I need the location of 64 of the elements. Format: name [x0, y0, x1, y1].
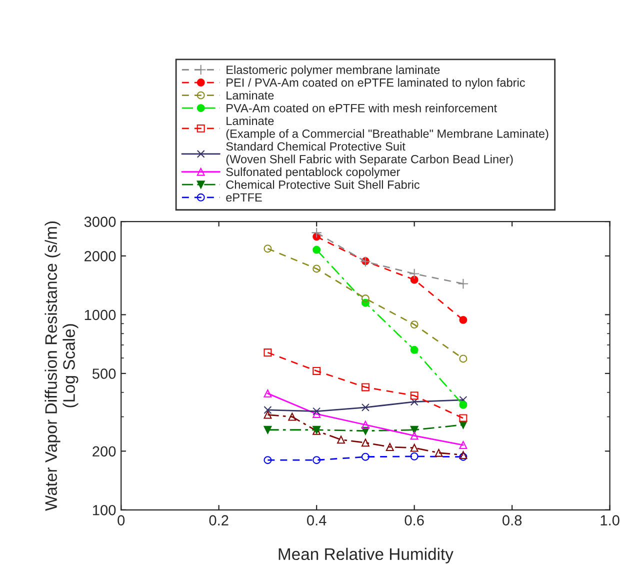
point: [410, 346, 418, 354]
y-tick-label: 2000: [84, 251, 116, 262]
legend-label: PVA-Am coated on ePTFE with mesh reinforcement: [226, 104, 497, 112]
y-tick-label: 200: [92, 446, 116, 457]
point: [361, 438, 370, 447]
point: [459, 400, 468, 409]
point: [264, 426, 272, 434]
point: [361, 294, 370, 303]
point: [361, 383, 370, 392]
x-tick-label: 0.6: [404, 515, 424, 526]
point: [264, 456, 272, 464]
point: [410, 398, 418, 406]
point: [264, 389, 272, 398]
point: [312, 246, 321, 254]
point: [264, 244, 272, 253]
point: [459, 396, 468, 404]
point: [410, 392, 418, 400]
x-tick-label: 0.8: [502, 515, 522, 526]
x-tick-label: 0.4: [307, 515, 326, 526]
point: [459, 316, 468, 324]
point: [312, 366, 321, 375]
point: [337, 436, 346, 444]
point: [288, 412, 296, 421]
legend-label: Chemical Protective Suit Shell Fabric: [226, 180, 420, 189]
point: [410, 320, 418, 329]
legend-label: ePTFE: [226, 193, 262, 202]
y-tick-label: 100: [93, 505, 116, 516]
point: [264, 348, 272, 357]
point: [410, 426, 418, 434]
x-tick-label: 0.2: [209, 515, 228, 526]
point: [408, 268, 420, 280]
y-axis-title: Water Vapor Diffusion Resistance (s/m) (Log Scale): [44, 221, 78, 511]
point: [312, 407, 321, 416]
point: [410, 276, 418, 284]
point: [312, 456, 321, 464]
point: [312, 264, 321, 273]
x-axis-title: Mean Relative Humidity: [278, 548, 454, 564]
legend-label: Elastomeric polymer membrane laminate: [226, 65, 440, 76]
point: [459, 414, 468, 422]
point: [311, 227, 322, 238]
legend-label: Laminate: [226, 90, 274, 100]
y-tick-label: 1000: [84, 310, 116, 320]
legend-label: Laminate (Example of a Commercial "Breathable" Membrane Laminate): [226, 116, 548, 140]
point: [312, 410, 321, 418]
legend-label: Sulfonated pentablock copolymer: [226, 167, 400, 178]
x-tick-label: 0: [118, 515, 125, 526]
point: [410, 444, 418, 452]
legend-label: PEI / PVA-Am coated on ePTFE laminated to nylon fabric: [226, 78, 525, 90]
point: [264, 406, 272, 414]
y-tick-label: 3000: [84, 216, 116, 227]
point: [361, 452, 370, 461]
legend-label: Standard Chemical Protective Suit (Woven Shell Fabric with Separate Carbon Bead Liner): [226, 142, 513, 166]
point: [458, 278, 469, 290]
point: [361, 420, 370, 429]
x-tick-label: 1.0: [600, 515, 620, 526]
point: [459, 354, 468, 363]
point: [459, 441, 468, 449]
point: [434, 448, 443, 457]
point: [361, 403, 370, 412]
point: [410, 432, 418, 440]
y-tick-label: 500: [92, 368, 116, 379]
point: [264, 410, 272, 419]
point: [386, 443, 394, 451]
point: [410, 452, 418, 460]
